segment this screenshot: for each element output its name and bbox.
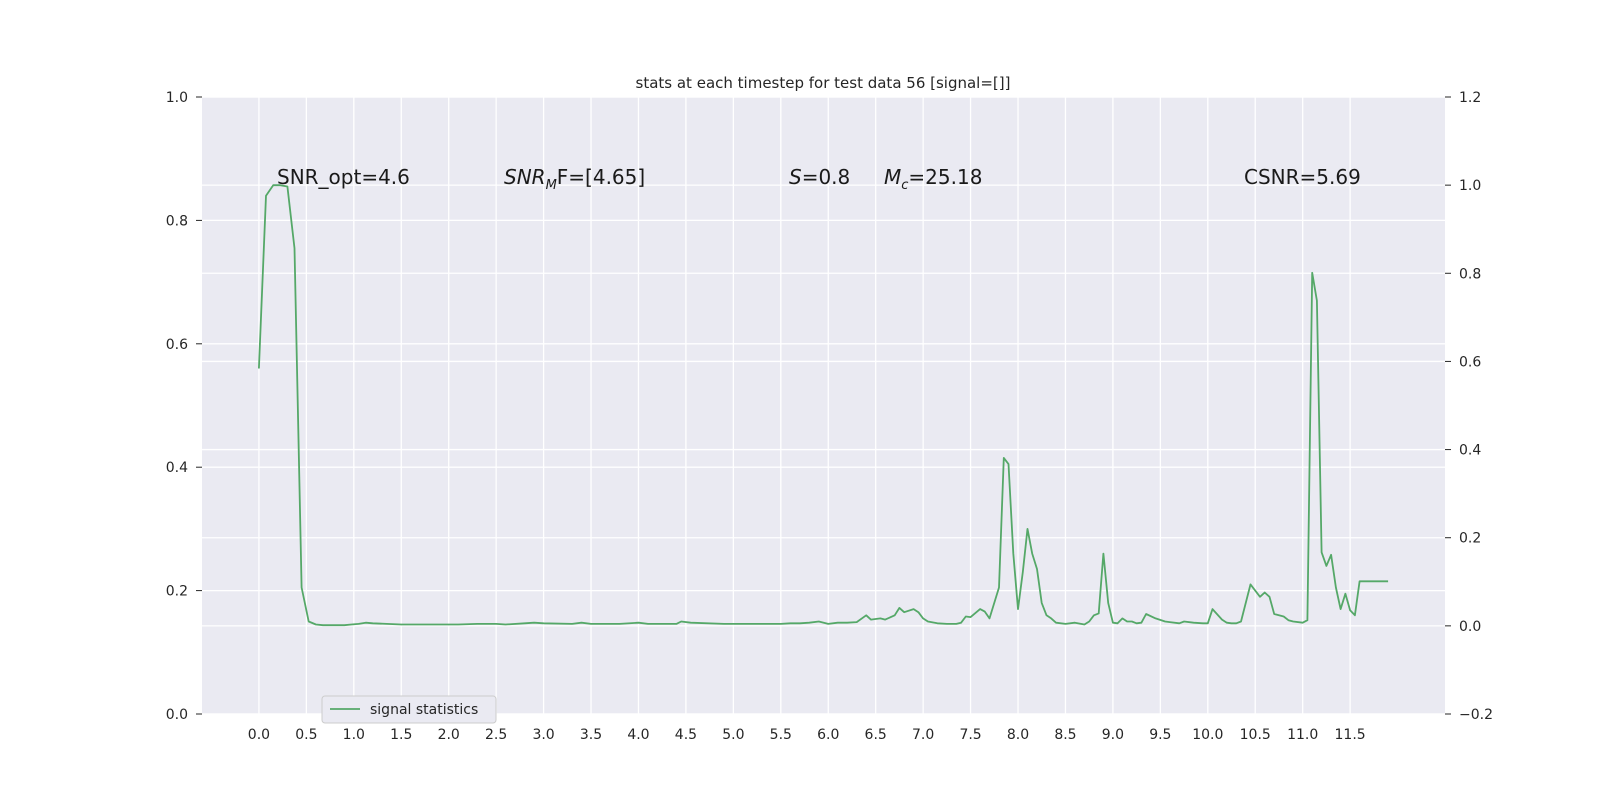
- annotation-mc-value: =25.18: [908, 165, 982, 189]
- y2-tick-label: −0.2: [1459, 707, 1493, 723]
- x-tick-label: 1.5: [390, 727, 412, 743]
- y2-tick-label: 0.6: [1459, 354, 1481, 370]
- annotation-s-value: =0.8: [802, 165, 851, 189]
- annotation-s-symbol: S: [789, 165, 802, 189]
- annotation-snr-mf-rest: F=[4.65]: [557, 165, 645, 189]
- series-line: [258, 184, 1389, 627]
- y2-tick-label: 0.8: [1459, 266, 1481, 282]
- x-tick-label: 4.0: [627, 727, 649, 743]
- annotation-mc: Mc=25.18: [884, 165, 982, 193]
- x-tick-label: 2.0: [438, 727, 460, 743]
- annotation-snr-mf: SNRMF=[4.65]: [504, 165, 645, 193]
- x-tick-label: 6.5: [865, 727, 887, 743]
- x-tick-layer: 0.0 0.5 1.0 1.5 2.0 2.5 3.0 3.5 4.0 4.5 5.0 5.5 6.0 6…: [248, 727, 1366, 743]
- annotation-snr-mf-main: SNR: [504, 165, 546, 189]
- y-tick-label: 0.4: [166, 460, 188, 476]
- x-tick-label: 0.5: [295, 727, 317, 743]
- x-tick-label: 6.0: [817, 727, 839, 743]
- x-tick-label: 4.5: [675, 727, 697, 743]
- x-tick-label: 5.5: [770, 727, 792, 743]
- y-tick-label: 0.0: [166, 707, 188, 723]
- x-tick-label: 9.0: [1102, 727, 1124, 743]
- grid-layer: [202, 96, 1445, 715]
- x-tick-label: 1.0: [343, 727, 365, 743]
- y-tick-label: 0.2: [166, 584, 188, 600]
- x-tick-label: 9.5: [1149, 727, 1171, 743]
- x-tick-label: 3.0: [532, 727, 554, 743]
- y2-tick-label: 0.4: [1459, 443, 1481, 459]
- x-tick-label: 10.0: [1192, 727, 1223, 743]
- x-tick-label: 11.0: [1287, 727, 1318, 743]
- x-tick-label: 3.5: [580, 727, 602, 743]
- chart-title: stats at each timestep for test data 56 …: [636, 74, 1011, 92]
- y2-tick-label: 0.2: [1459, 531, 1481, 547]
- legend: signal statistics: [321, 695, 497, 724]
- annotation-snr-mf-sub: M: [546, 178, 557, 193]
- y2-tick-label: 1.0: [1459, 178, 1481, 194]
- legend-box: [321, 695, 497, 724]
- y-tick-label: 0.8: [166, 213, 188, 229]
- y-tick-layer: 0.0 0.2 0.4 0.6 0.8 1.0: [166, 90, 202, 723]
- plot-background: [202, 97, 1445, 714]
- y2-tick-label: 1.2: [1459, 90, 1481, 106]
- y-tick-label: 0.6: [166, 337, 188, 353]
- y-tick-label: 1.0: [166, 90, 188, 106]
- x-tick-label: 8.5: [1054, 727, 1076, 743]
- x-tick-label: 11.5: [1335, 727, 1366, 743]
- x-tick-label: 0.0: [248, 727, 270, 743]
- annotation-snr-opt: SNR_opt=4.6: [277, 165, 410, 189]
- annotation-s: S=0.8: [789, 165, 850, 189]
- annotation-mc-symbol: M: [884, 165, 901, 189]
- annotation-mc-sub: c: [901, 178, 908, 193]
- x-tick-label: 2.5: [485, 727, 507, 743]
- x-tick-label: 8.0: [1007, 727, 1029, 743]
- y2-tick-label: 0.0: [1459, 619, 1481, 635]
- x-tick-label: 10.5: [1240, 727, 1271, 743]
- series-layer: [258, 184, 1389, 627]
- y2-tick-layer: −0.2 0.0 0.2 0.4 0.6 0.8 1.0 1.2: [1445, 90, 1493, 723]
- x-tick-label: 7.5: [959, 727, 981, 743]
- legend-label: signal statistics: [370, 702, 478, 718]
- annotation-csnr: CSNR=5.69: [1244, 165, 1361, 189]
- x-tick-label: 7.0: [912, 727, 934, 743]
- x-tick-label: 5.0: [722, 727, 744, 743]
